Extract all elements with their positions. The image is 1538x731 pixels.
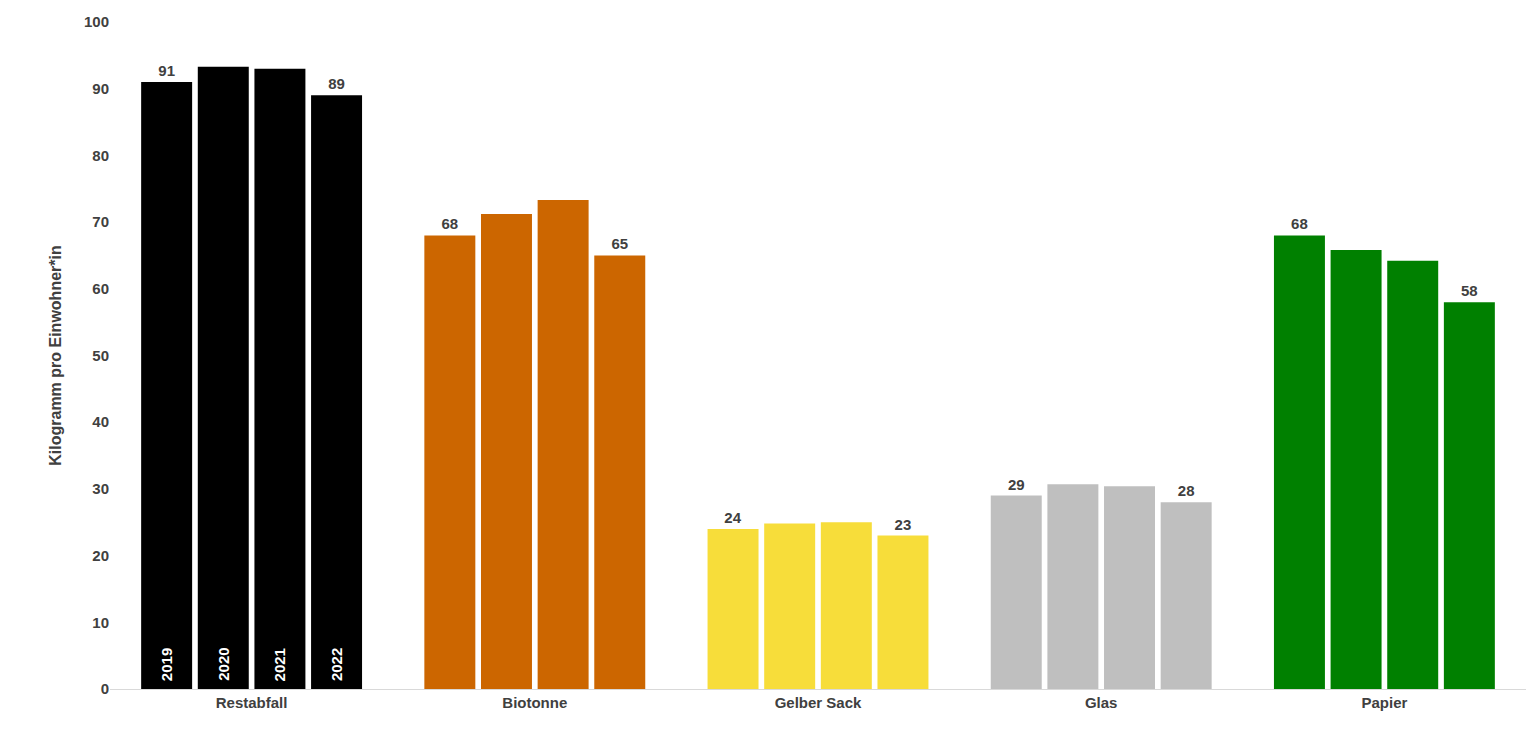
svg-text:68: 68 (1291, 215, 1308, 232)
svg-text:100: 100 (84, 13, 109, 30)
svg-text:91: 91 (158, 62, 175, 79)
svg-text:68: 68 (441, 215, 458, 232)
svg-text:2022: 2022 (328, 648, 345, 681)
svg-text:2019: 2019 (158, 648, 175, 681)
svg-text:23: 23 (895, 516, 912, 533)
svg-text:40: 40 (92, 413, 109, 430)
svg-text:70: 70 (92, 213, 109, 230)
svg-text:30: 30 (92, 480, 109, 497)
svg-text:58: 58 (1461, 282, 1478, 299)
svg-text:28: 28 (1178, 482, 1195, 499)
svg-text:Restabfall: Restabfall (216, 694, 288, 711)
svg-text:50: 50 (92, 347, 109, 364)
svg-text:2021: 2021 (271, 648, 288, 681)
svg-text:Kilogramm pro Einwohner*in: Kilogramm pro Einwohner*in (47, 245, 64, 465)
svg-text:2020: 2020 (215, 647, 232, 680)
svg-text:60: 60 (92, 280, 109, 297)
svg-text:29: 29 (1008, 476, 1025, 493)
svg-text:90: 90 (92, 80, 109, 97)
svg-text:Glas: Glas (1085, 694, 1118, 711)
svg-text:65: 65 (611, 235, 628, 252)
svg-text:Papier: Papier (1361, 694, 1407, 711)
svg-text:80: 80 (92, 147, 109, 164)
svg-text:10: 10 (92, 614, 109, 631)
svg-text:Gelber Sack: Gelber Sack (775, 694, 862, 711)
svg-text:89: 89 (328, 75, 345, 92)
svg-text:24: 24 (724, 509, 741, 526)
svg-text:Biotonne: Biotonne (502, 694, 567, 711)
svg-text:0: 0 (101, 680, 109, 697)
svg-text:20: 20 (92, 547, 109, 564)
